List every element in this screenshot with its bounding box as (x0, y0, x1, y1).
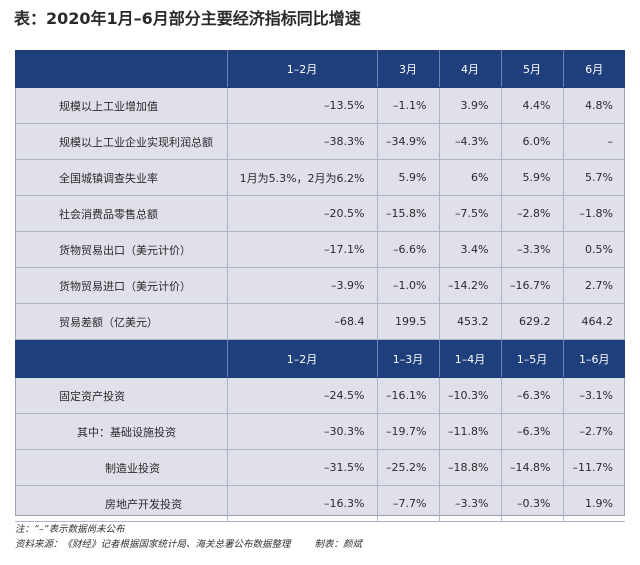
table-cell: –25.2% (376, 449, 439, 486)
credit-text: 制表：颜斌 (314, 539, 363, 550)
row-label: 社会消费品零售总额 (15, 195, 227, 232)
table-cell: 5.9% (500, 159, 563, 196)
table-row: 规模以上工业企业实现利润总额 –38.3% –34.9% –4.3% 6.0% … (15, 123, 625, 160)
table-cell: –3.1% (562, 377, 625, 414)
row-label: 规模以上工业增加值 (15, 87, 227, 124)
header-cell: 1–3月 (376, 339, 439, 378)
table-row: 制造业投资 –31.5% –25.2% –18.8% –14.8% –11.7% (15, 449, 625, 486)
table-cell: 453.2 (438, 303, 501, 340)
header-row-monthly: 1–2月 3月 4月 5月 6月 (15, 50, 625, 88)
table-title: 表：2020年1月–6月部分主要经济指标同比增速 (14, 9, 361, 28)
row-label: 货物贸易进口（美元计价） (15, 267, 227, 304)
table-cell: –11.8% (438, 413, 501, 450)
table-cell: –19.7% (376, 413, 439, 450)
table-notes: 注：“–”表示数据尚未公布 资料来源：《财经》记者根据国家统计局、海关总署公布数… (15, 522, 362, 552)
table-cell: 0.5% (562, 231, 625, 268)
table-cell: –7.5% (438, 195, 501, 232)
table-cell: –16.7% (500, 267, 563, 304)
table-cell: –7.7% (376, 485, 439, 522)
header-cell: 1–2月 (226, 50, 377, 88)
row-label: 规模以上工业企业实现利润总额 (15, 123, 227, 160)
table-row: 规模以上工业增加值 –13.5% –1.1% 3.9% 4.4% 4.8% (15, 87, 625, 124)
header-cell (15, 339, 227, 378)
table-cell: 6.0% (500, 123, 563, 160)
table-cell: –6.6% (376, 231, 439, 268)
table-cell: –14.8% (500, 449, 563, 486)
table-cell: –68.4 (226, 303, 377, 340)
header-cell: 4月 (438, 50, 501, 88)
table-cell: 629.2 (500, 303, 563, 340)
table-cell: –15.8% (376, 195, 439, 232)
table-cell: –20.5% (226, 195, 377, 232)
table-cell: –0.3% (500, 485, 563, 522)
economic-indicators-table: 1–2月 3月 4月 5月 6月 规模以上工业增加值 –13.5% –1.1% … (15, 50, 625, 522)
table-cell: 6% (438, 159, 501, 196)
table-row: 社会消费品零售总额 –20.5% –15.8% –7.5% –2.8% –1.8… (15, 195, 625, 232)
source-line: 资料来源：《财经》记者根据国家统计局、海关总署公布数据整理 制表：颜斌 (15, 537, 362, 552)
table-cell: –6.3% (500, 377, 563, 414)
table-row: 贸易差额（亿美元） –68.4 199.5 453.2 629.2 464.2 (15, 303, 625, 340)
table-cell: 5.9% (376, 159, 439, 196)
header-cell: 1–5月 (500, 339, 563, 378)
table-cell: –10.3% (438, 377, 501, 414)
table-cell: –2.7% (562, 413, 625, 450)
header-cell: 1–4月 (438, 339, 501, 378)
row-label: 贸易差额（亿美元） (15, 303, 227, 340)
row-label: 固定资产投资 (15, 377, 227, 414)
table-cell: –14.2% (438, 267, 501, 304)
table-cell: –3.3% (438, 485, 501, 522)
table-cell: 5.7% (562, 159, 625, 196)
table-cell: –1.1% (376, 87, 439, 124)
table-cell: –6.3% (500, 413, 563, 450)
table-cell: –17.1% (226, 231, 377, 268)
table-row: 固定资产投资 –24.5% –16.1% –10.3% –6.3% –3.1% (15, 377, 625, 414)
table-cell: –11.7% (562, 449, 625, 486)
table-cell: –24.5% (226, 377, 377, 414)
table-cell: 3.4% (438, 231, 501, 268)
header-cell: 1–2月 (226, 339, 377, 378)
table-cell: –30.3% (226, 413, 377, 450)
header-cell (15, 50, 227, 88)
table-cell: –2.8% (500, 195, 563, 232)
table-cell: 3.9% (438, 87, 501, 124)
table-cell: 464.2 (562, 303, 625, 340)
table-cell: –1.8% (562, 195, 625, 232)
source-text: 资料来源：《财经》记者根据国家统计局、海关总署公布数据整理 (15, 539, 291, 550)
header-row-cumulative: 1–2月 1–3月 1–4月 1–5月 1–6月 (15, 339, 625, 378)
table-cell: –38.3% (226, 123, 377, 160)
table-cell: 199.5 (376, 303, 439, 340)
header-cell: 6月 (562, 50, 625, 88)
header-cell: 5月 (500, 50, 563, 88)
table-cell: –18.8% (438, 449, 501, 486)
table-cell: –3.3% (500, 231, 563, 268)
table-row: 其中：基础设施投资 –30.3% –19.7% –11.8% –6.3% –2.… (15, 413, 625, 450)
table-row: 全国城镇调查失业率 1月为5.3%，2月为6.2% 5.9% 6% 5.9% 5… (15, 159, 625, 196)
table-cell: –16.1% (376, 377, 439, 414)
table-cell: 4.4% (500, 87, 563, 124)
row-label: 全国城镇调查失业率 (15, 159, 227, 196)
table-cell: 1.9% (562, 485, 625, 522)
table-cell: 1月为5.3%，2月为6.2% (226, 159, 377, 196)
table-cell: –31.5% (226, 449, 377, 486)
table-cell: – (562, 123, 625, 160)
header-cell: 1–6月 (562, 339, 625, 378)
table-cell: –4.3% (438, 123, 501, 160)
table-cell: –3.9% (226, 267, 377, 304)
row-label: 货物贸易出口（美元计价） (15, 231, 227, 268)
table-cell: –34.9% (376, 123, 439, 160)
table-row: 货物贸易出口（美元计价） –17.1% –6.6% 3.4% –3.3% 0.5… (15, 231, 625, 268)
row-label: 房地产开发投资 (15, 485, 227, 522)
row-label: 制造业投资 (15, 449, 227, 486)
table-cell: –16.3% (226, 485, 377, 522)
table-cell: –1.0% (376, 267, 439, 304)
header-cell: 3月 (376, 50, 439, 88)
table-cell: –13.5% (226, 87, 377, 124)
row-label: 其中：基础设施投资 (15, 413, 227, 450)
table-row: 货物贸易进口（美元计价） –3.9% –1.0% –14.2% –16.7% 2… (15, 267, 625, 304)
table-row: 房地产开发投资 –16.3% –7.7% –3.3% –0.3% 1.9% (15, 485, 625, 522)
table-cell: 4.8% (562, 87, 625, 124)
table-cell: 2.7% (562, 267, 625, 304)
note-text: 注：“–”表示数据尚未公布 (15, 524, 125, 535)
